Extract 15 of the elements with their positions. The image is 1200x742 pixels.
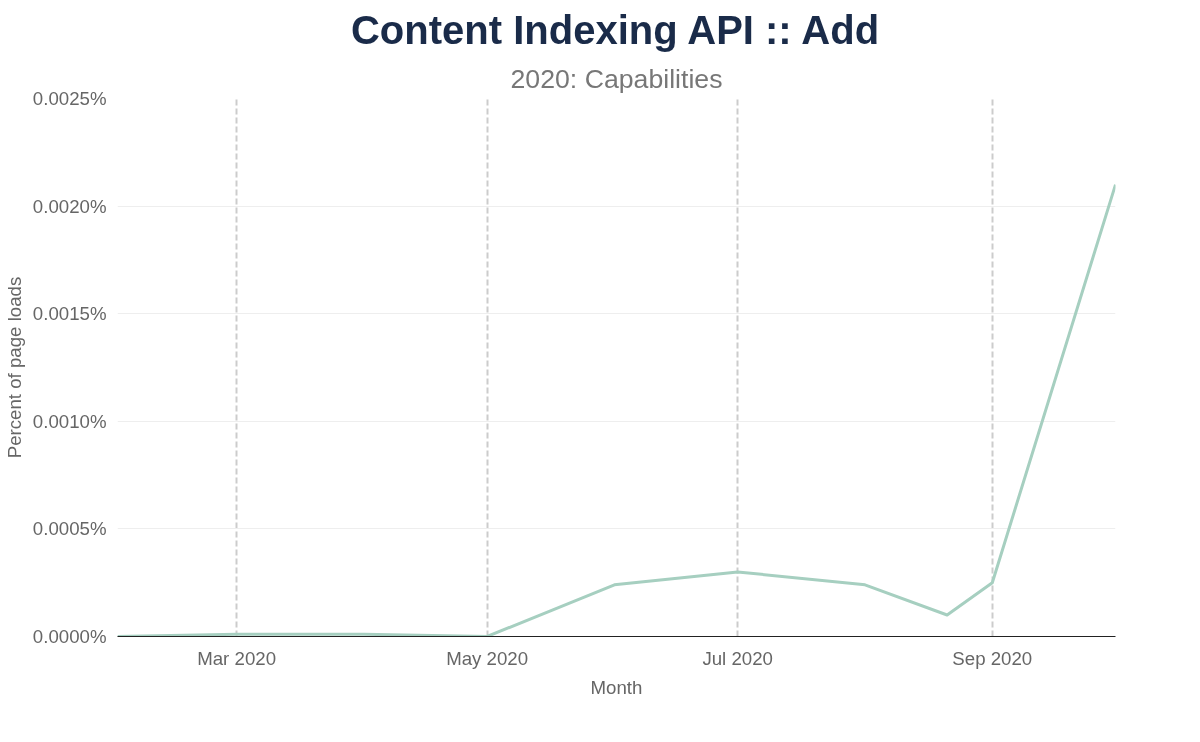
x-tick-label: May 2020 — [446, 647, 529, 669]
y-axis-title: Percent of page loads — [3, 276, 25, 459]
y-tick-label: 0.0020% — [32, 195, 107, 217]
x-axis-title: Month — [590, 676, 643, 698]
chart-subtitle: 2020: Capabilities — [510, 63, 723, 94]
x-tick-label: Sep 2020 — [952, 647, 1033, 669]
x-tick-label: Mar 2020 — [197, 647, 277, 669]
chart-title: Content Indexing API :: Add — [350, 7, 880, 52]
x-tick-label: Jul 2020 — [702, 647, 773, 669]
y-tick-label: 0.0000% — [32, 626, 107, 647]
y-tick-label: 0.0025% — [32, 88, 107, 109]
y-tick-label: 0.0005% — [32, 518, 107, 540]
y-tick-label: 0.0015% — [32, 303, 107, 325]
y-tick-label: 0.0010% — [32, 410, 107, 432]
line-series — [117, 183, 1116, 637]
